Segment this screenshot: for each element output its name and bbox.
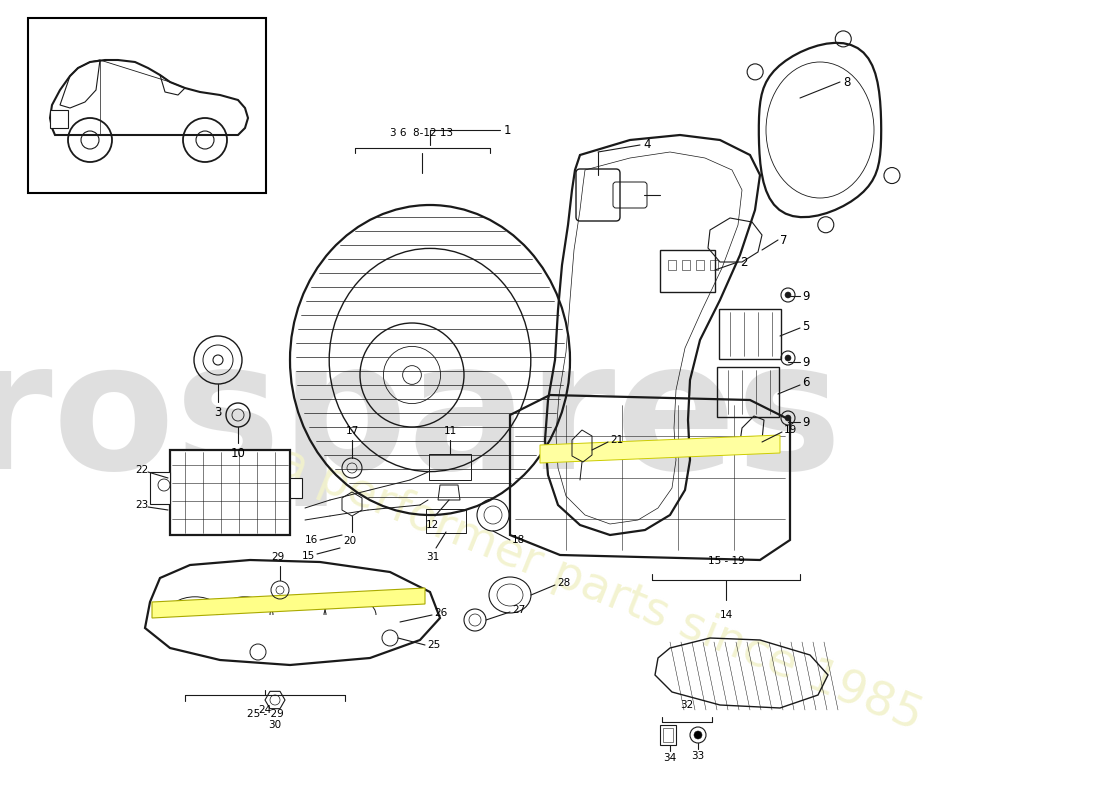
Text: 34: 34 — [663, 753, 676, 763]
Text: 11: 11 — [443, 426, 456, 436]
Text: 16: 16 — [305, 535, 318, 545]
Text: 32: 32 — [681, 700, 694, 710]
Text: 29: 29 — [272, 552, 285, 562]
Polygon shape — [540, 435, 780, 463]
Text: 2: 2 — [740, 255, 748, 269]
Text: 23: 23 — [134, 500, 148, 510]
Circle shape — [694, 731, 702, 739]
Text: 3 6  8-12 13: 3 6 8-12 13 — [390, 128, 453, 138]
Text: 24: 24 — [258, 705, 272, 715]
Circle shape — [785, 415, 791, 421]
Text: 18: 18 — [512, 535, 526, 545]
Text: 9: 9 — [802, 290, 810, 302]
Circle shape — [785, 355, 791, 361]
FancyBboxPatch shape — [170, 450, 290, 535]
Text: 17: 17 — [345, 426, 359, 436]
Circle shape — [213, 355, 223, 365]
Text: 7: 7 — [780, 234, 788, 246]
Text: 31: 31 — [427, 552, 440, 562]
Circle shape — [785, 292, 791, 298]
Text: 9: 9 — [802, 415, 810, 429]
Text: 33: 33 — [692, 751, 705, 761]
Text: 21: 21 — [610, 435, 624, 445]
FancyBboxPatch shape — [28, 18, 266, 193]
Text: 25 - 29: 25 - 29 — [246, 709, 284, 719]
Text: 8: 8 — [843, 75, 850, 89]
FancyBboxPatch shape — [150, 472, 170, 504]
Text: 28: 28 — [557, 578, 570, 588]
Text: 19: 19 — [784, 425, 798, 435]
FancyBboxPatch shape — [50, 110, 68, 128]
Text: 9: 9 — [802, 355, 810, 369]
Text: 15 - 19: 15 - 19 — [707, 556, 745, 566]
Text: 4: 4 — [644, 138, 650, 151]
FancyBboxPatch shape — [290, 478, 303, 498]
Text: 6: 6 — [802, 377, 810, 390]
Text: 15: 15 — [301, 551, 315, 561]
Text: 26: 26 — [434, 608, 448, 618]
Text: 12: 12 — [426, 520, 439, 530]
Text: 25: 25 — [427, 640, 440, 650]
Text: 22: 22 — [134, 465, 148, 475]
Text: eurospares: eurospares — [0, 334, 842, 506]
Text: 10: 10 — [231, 447, 245, 460]
Text: 14: 14 — [719, 610, 733, 620]
Text: 5: 5 — [802, 319, 810, 333]
Text: 20: 20 — [343, 536, 356, 546]
Text: 3: 3 — [214, 406, 222, 419]
Text: 1: 1 — [504, 123, 512, 137]
Text: 27: 27 — [512, 605, 526, 615]
Text: a performer parts since 1985: a performer parts since 1985 — [271, 440, 928, 740]
Text: 30: 30 — [268, 720, 282, 730]
Polygon shape — [152, 588, 425, 618]
